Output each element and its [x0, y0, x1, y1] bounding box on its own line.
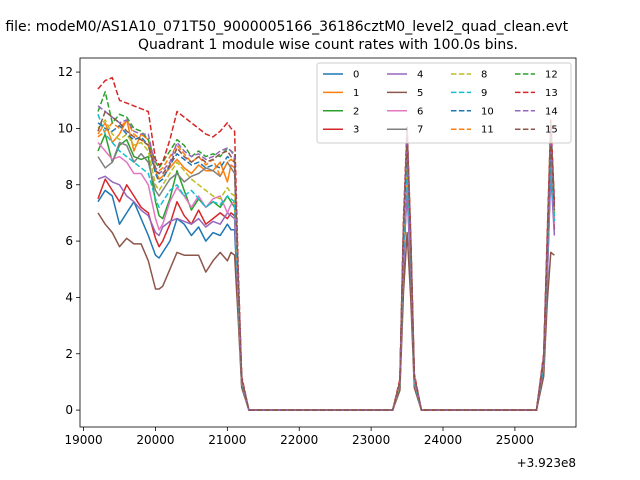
series-layer: [97, 76, 556, 411]
legend-label-1: 1: [353, 88, 359, 99]
legend-label-3: 3: [353, 125, 359, 136]
legend-label-15: 15: [545, 125, 558, 136]
figure-suptitle: n file: modeM0/AS1A10_071T50_9000005166_…: [0, 19, 569, 35]
legend-label-0: 0: [353, 70, 359, 81]
x-tick-label: 20000: [136, 433, 174, 447]
series-line-15: [97, 110, 556, 411]
legend-label-8: 8: [481, 70, 487, 81]
y-tick-label: 0: [65, 403, 73, 417]
x-offset-label: +3.923e8: [517, 456, 576, 470]
x-tick-label: 25000: [496, 433, 534, 447]
y-tick-label: 8: [65, 178, 73, 192]
legend-label-4: 4: [417, 70, 423, 81]
legend-label-7: 7: [417, 125, 423, 136]
chart-title: Quadrant 1 module wise count rates with …: [138, 37, 518, 53]
legend-box: [316, 62, 572, 144]
axes-frame: [79, 57, 577, 428]
y-tick-label: 12: [58, 65, 73, 79]
y-tick-label: 6: [65, 234, 73, 248]
legend-label-9: 9: [481, 88, 487, 99]
y-tick-label: 4: [65, 290, 73, 304]
legend-label-13: 13: [545, 88, 558, 99]
legend-label-14: 14: [545, 106, 558, 117]
legend-label-12: 12: [545, 70, 558, 81]
legend-label-10: 10: [481, 106, 494, 117]
x-tick-label: 21000: [208, 433, 246, 447]
legend-label-6: 6: [417, 106, 423, 117]
legend-label-2: 2: [353, 106, 359, 117]
x-tick-label: 22000: [280, 433, 318, 447]
x-tick-label: 19000: [65, 433, 103, 447]
y-tick-label: 10: [58, 121, 73, 135]
legend-label-5: 5: [417, 88, 423, 99]
legend-label-11: 11: [481, 125, 494, 136]
x-tick-label: 23000: [352, 433, 390, 447]
y-axis: 0 2 4 6 8 10 12: [58, 65, 80, 417]
x-axis: 19000 20000 21000 22000 23000 24000 25000: [65, 427, 534, 447]
y-tick-label: 2: [65, 347, 73, 361]
x-tick-label: 24000: [424, 433, 462, 447]
